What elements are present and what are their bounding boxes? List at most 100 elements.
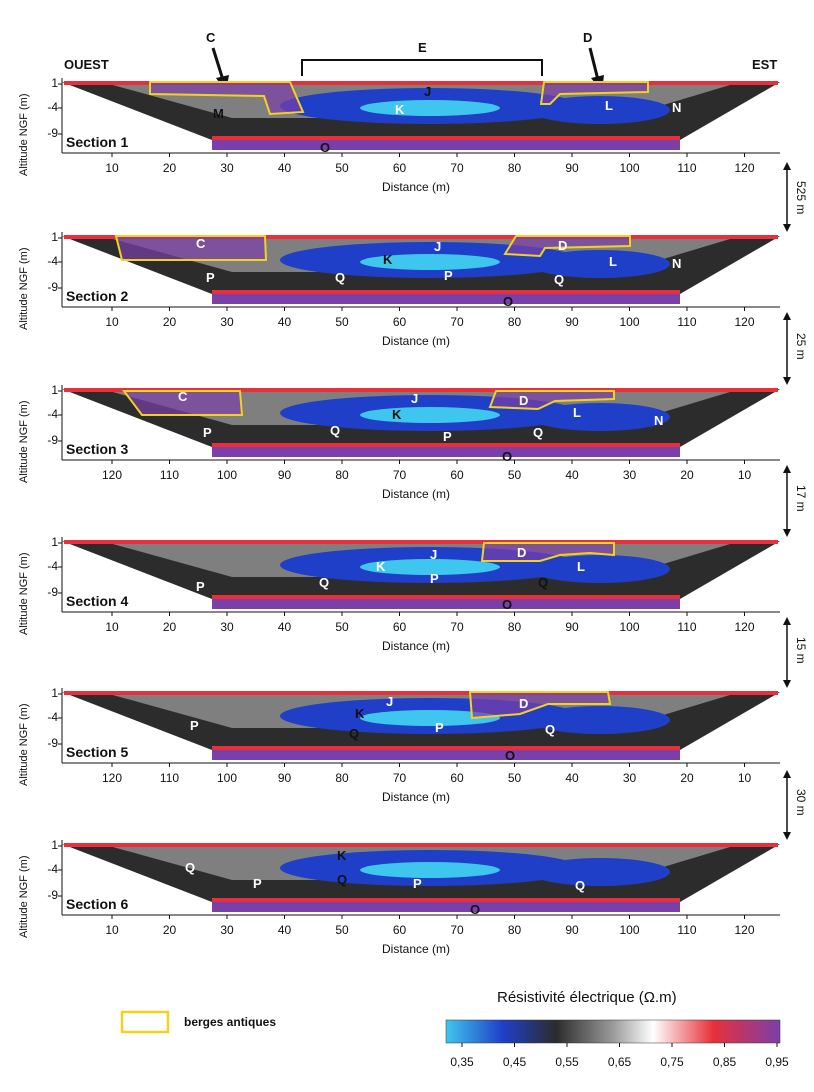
x-tick-label: 60 xyxy=(392,923,407,937)
x-tick-label: 60 xyxy=(450,468,464,482)
zone-label: D xyxy=(519,696,529,711)
arrow-c xyxy=(211,47,225,81)
zone-label: L xyxy=(609,254,617,269)
x-tick-label: 100 xyxy=(619,161,640,175)
x-tick-label: 80 xyxy=(507,315,522,329)
zone-label: P xyxy=(443,429,452,444)
x-tick-label: 60 xyxy=(392,315,407,329)
zone-label: O xyxy=(502,597,513,612)
gap-distance: 525 m xyxy=(794,181,808,215)
zone-label: Q xyxy=(185,860,196,875)
zone-label: Q xyxy=(319,575,330,590)
x-tick-label: 30 xyxy=(220,315,234,329)
section-name: Section 1 xyxy=(66,134,129,150)
x-tick-label: 110 xyxy=(677,161,697,175)
zone-label: C xyxy=(196,236,206,251)
x-axis-title: Distance (m) xyxy=(382,790,451,804)
x-tick-label: 50 xyxy=(335,315,349,329)
gap-arrow-head xyxy=(783,832,791,840)
gap-distance: 15 m xyxy=(794,636,808,664)
resistive-layer-rim xyxy=(212,290,680,294)
x-tick-label: 30 xyxy=(220,161,234,175)
zone-label: P xyxy=(253,876,262,891)
x-tick-label: 120 xyxy=(102,771,123,785)
resistive-layer-rim xyxy=(212,443,680,447)
x-tick-label: 20 xyxy=(162,923,177,937)
low-resistivity-core xyxy=(360,559,500,575)
x-tick-label: 100 xyxy=(619,620,640,634)
colorbar-tick-label: 0,65 xyxy=(607,1055,632,1069)
y-tick-label: -4 xyxy=(47,559,58,573)
x-tick-label: 10 xyxy=(105,315,119,329)
x-tick-label: 110 xyxy=(677,620,697,634)
colorbar-tick-label: 0,95 xyxy=(765,1055,789,1069)
x-tick-label: 80 xyxy=(507,161,522,175)
colorbar-tick-label: 0,35 xyxy=(450,1055,474,1069)
x-tick-label: 70 xyxy=(392,771,407,785)
x-tick-label: 40 xyxy=(565,771,579,785)
surface-layer xyxy=(64,235,778,239)
zone-label: J xyxy=(434,239,442,254)
x-tick-label: 90 xyxy=(565,620,579,634)
berges-outline xyxy=(122,390,244,416)
resistive-layer-o xyxy=(212,599,680,609)
y-tick-label: 1 xyxy=(51,535,58,549)
section-name: Section 6 xyxy=(66,896,129,912)
low-resistivity-core xyxy=(360,862,500,878)
east-label: EST xyxy=(752,57,778,72)
zone-label: O xyxy=(470,902,481,917)
gap-arrow-head xyxy=(783,465,791,473)
x-tick-label: 60 xyxy=(392,620,407,634)
zone-label: Q xyxy=(575,878,586,893)
x-tick-label: 110 xyxy=(677,315,697,329)
resistive-layer-o xyxy=(212,294,680,304)
conductive-zone-east xyxy=(530,96,670,124)
x-tick-label: 50 xyxy=(335,923,349,937)
zone-label: O xyxy=(320,140,331,155)
x-tick-label: 30 xyxy=(622,468,637,482)
zone-label: K xyxy=(383,252,393,267)
x-tick-label: 90 xyxy=(565,923,579,937)
x-tick-label: 10 xyxy=(737,771,752,785)
section-4-panel xyxy=(58,537,780,616)
y-tick-label: 1 xyxy=(51,230,58,244)
colorbar-tick-label: 0,55 xyxy=(555,1055,579,1069)
zone-label: L xyxy=(605,98,613,113)
x-axis-title: Distance (m) xyxy=(382,334,451,348)
gap-distance: 17 m xyxy=(794,485,808,512)
conductive-zone-east xyxy=(530,706,670,734)
x-tick-label: 20 xyxy=(680,771,694,785)
x-tick-label: 100 xyxy=(217,771,238,785)
zone-label: Q xyxy=(554,272,565,287)
zone-label: P xyxy=(444,268,453,283)
surface-layer xyxy=(64,81,778,85)
x-tick-label: 70 xyxy=(450,161,464,175)
y-tick-label: -9 xyxy=(47,433,58,447)
zone-label: Q xyxy=(335,270,346,285)
low-resistivity-core xyxy=(360,407,500,423)
zone-label: K xyxy=(337,848,347,863)
colorbar-title: Résistivité électrique (Ω.m) xyxy=(497,989,677,1006)
arrow-d xyxy=(588,47,600,81)
y-tick-label: -9 xyxy=(47,888,58,902)
x-tick-label: 70 xyxy=(392,468,407,482)
conductive-zone-east xyxy=(530,250,670,278)
zone-label: J xyxy=(424,84,432,99)
zone-label: P xyxy=(196,579,205,594)
zone-label: K xyxy=(376,559,386,574)
y-axis-title: Altitude NGF (m) xyxy=(18,552,30,635)
gap-arrow-head xyxy=(783,162,791,170)
berges-legend-label: berges antiques xyxy=(184,1015,277,1029)
x-tick-label: 70 xyxy=(450,315,464,329)
x-tick-label: 20 xyxy=(162,161,177,175)
gap-arrow-head xyxy=(783,312,791,320)
x-tick-label: 20 xyxy=(162,315,177,329)
surface-layer xyxy=(64,691,778,695)
berges-outline xyxy=(503,235,631,258)
bracket-e-label: E xyxy=(418,40,427,55)
y-tick-label: 1 xyxy=(51,838,58,852)
zone-label: P xyxy=(203,425,212,440)
low-resistivity-core xyxy=(360,710,500,726)
x-tick-label: 30 xyxy=(622,771,637,785)
